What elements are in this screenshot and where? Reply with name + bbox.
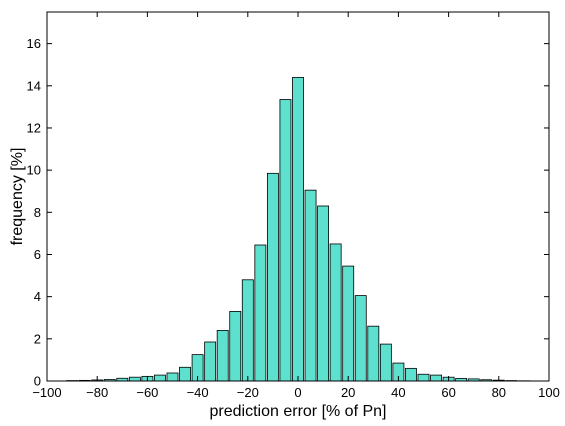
x-tick-label: 40 (391, 385, 405, 400)
histogram-bar (317, 205, 330, 382)
histogram-bar (417, 373, 430, 382)
x-tick-label: −80 (86, 385, 108, 400)
histogram-bar (128, 376, 141, 382)
histogram-bar (216, 329, 229, 382)
y-tick-label: 10 (27, 163, 41, 178)
x-tick-label: 100 (538, 385, 560, 400)
histogram-bar (154, 374, 166, 382)
histogram-bar (379, 343, 392, 382)
histogram-bar (292, 76, 304, 382)
y-tick-label: 6 (34, 247, 41, 262)
histogram-bar (204, 341, 217, 382)
x-tick-label: −20 (237, 385, 259, 400)
histogram-bar (405, 367, 417, 382)
histogram-bar (304, 189, 317, 382)
ticks-group: −100 −80 −60 −40 −20 0 20 40 60 80 100 0 2 4 6 8 10 12 14 1… (27, 12, 560, 400)
y-tick-label: 2 (34, 331, 41, 346)
y-tick-label: 12 (27, 120, 41, 135)
histogram-bar (241, 279, 254, 382)
x-tick-label: 20 (341, 385, 355, 400)
histogram-bar (367, 325, 380, 382)
x-tick-label: 60 (441, 385, 455, 400)
histogram-bar (354, 295, 367, 382)
x-axis-label: prediction error [% of Pn] (210, 403, 387, 420)
y-tick-label: 0 (34, 374, 41, 389)
y-axis-label: frequency [%] (9, 148, 26, 246)
x-tick-label: −60 (136, 385, 158, 400)
histogram-bar (229, 311, 242, 382)
x-tick-label: 0 (294, 385, 301, 400)
histogram-bar (279, 99, 292, 382)
histogram-bar (179, 366, 191, 382)
y-tick-label: 16 (27, 36, 41, 51)
histogram-bar (266, 172, 279, 382)
x-tick-label: −100 (32, 385, 61, 400)
histogram-bar (430, 374, 442, 382)
y-tick-label: 8 (34, 205, 41, 220)
histogram-bar (342, 265, 355, 382)
y-tick-label: 14 (27, 78, 41, 93)
bars-group (66, 76, 530, 382)
histogram-bar (254, 244, 267, 382)
x-tick-label: −40 (187, 385, 209, 400)
x-tick-label: 80 (492, 385, 506, 400)
histogram-bar (166, 372, 179, 382)
histogram-bar (329, 243, 342, 382)
y-tick-label: 4 (34, 289, 41, 304)
